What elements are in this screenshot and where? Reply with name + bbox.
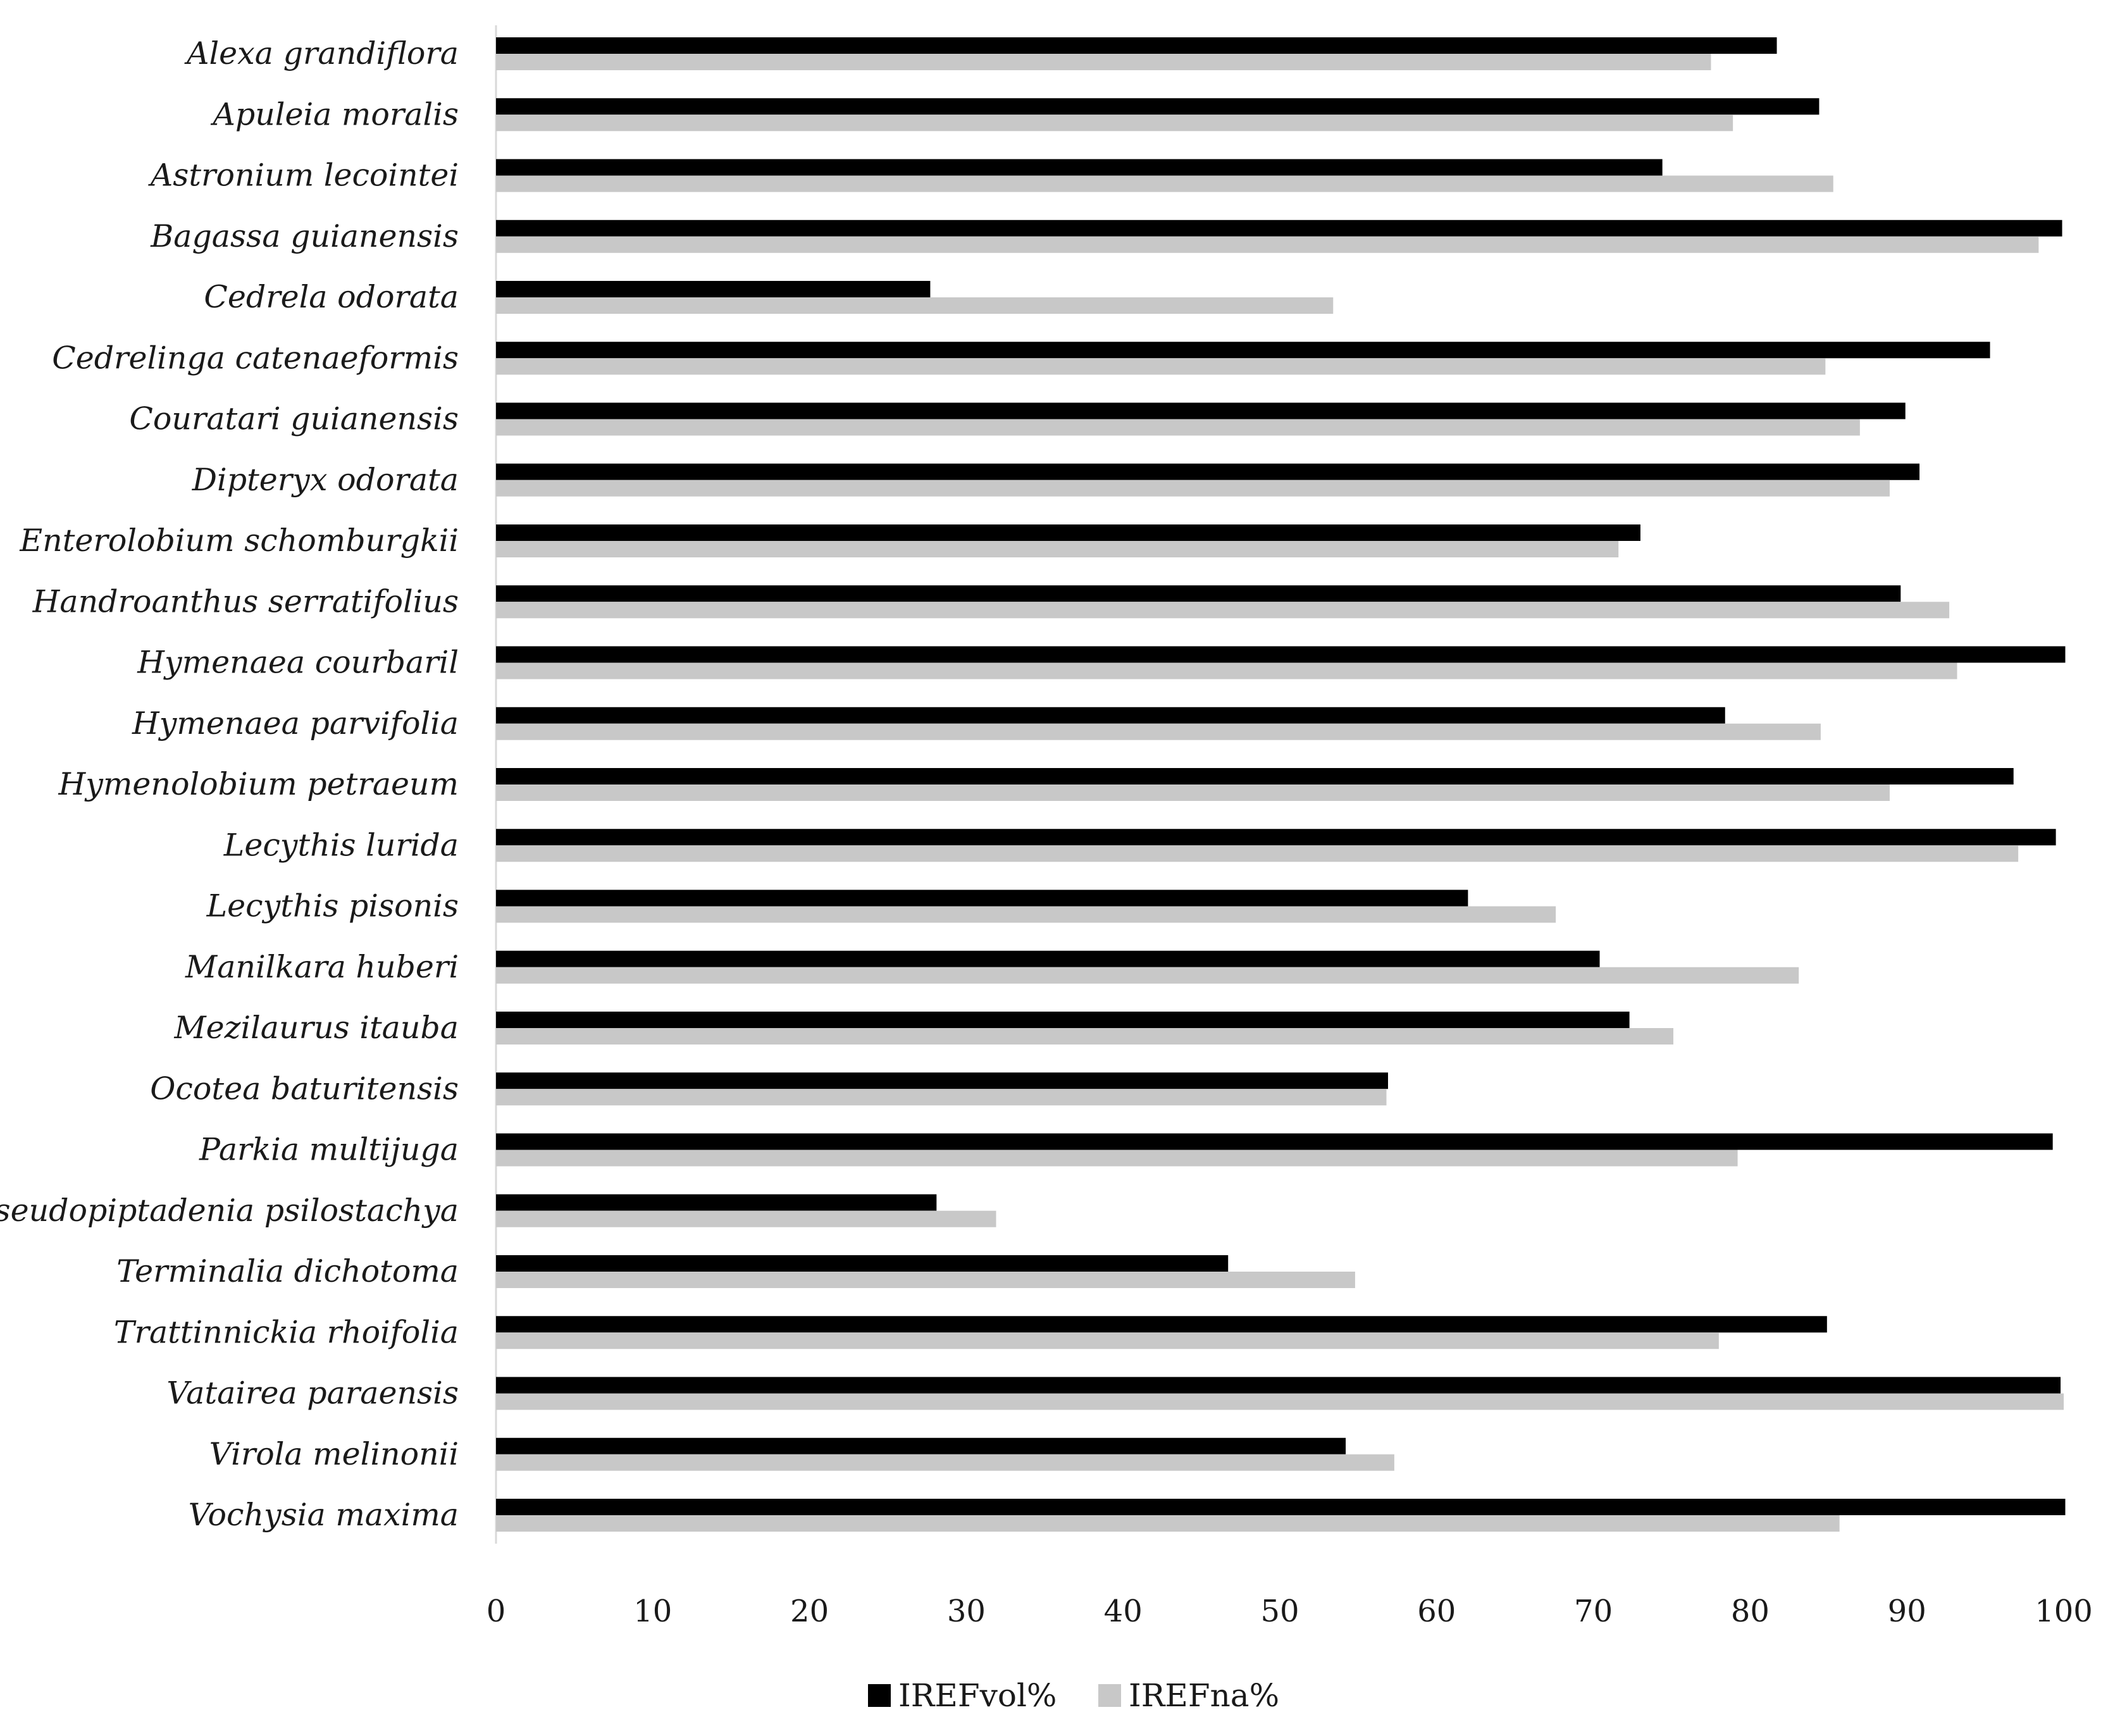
bar-irefvol	[496, 342, 1990, 359]
bar-irefvol	[496, 1316, 1827, 1333]
bar-irefvol	[496, 646, 2066, 663]
category-label: Ocotea baturitensis	[150, 1070, 459, 1107]
x-tick-label: 60	[1417, 1594, 1456, 1629]
category-label: Astronium lecointei	[148, 158, 459, 194]
bar-irefna	[496, 297, 1334, 314]
bar-irefna	[496, 602, 1950, 619]
x-tick-label: 70	[1574, 1594, 1613, 1629]
category-label: Hymenaea parvifolia	[132, 705, 459, 741]
bar-irefna	[496, 480, 1890, 497]
bar-irefna	[496, 1272, 1355, 1288]
bar-irefvol	[496, 890, 1468, 907]
category-label: Dipteryx odorata	[192, 462, 459, 498]
bar-irefvol	[496, 281, 931, 297]
category-label: Trattinnickia rhoifolia	[114, 1314, 459, 1350]
bar-irefvol	[496, 220, 2062, 237]
bar-irefvol	[496, 402, 1906, 419]
bar-irefna	[496, 784, 1890, 801]
bar-irefvol	[496, 1194, 937, 1211]
category-label: Vatairea paraensis	[166, 1375, 459, 1411]
category-label: Mezilaurus itauba	[173, 1010, 459, 1046]
bar-irefvol	[496, 1133, 2053, 1150]
bar-irefna	[496, 236, 2039, 253]
legend-swatch-irefvol	[868, 1684, 891, 1707]
category-labels: Alexa grandiflora Apuleia moralis Astroniu…	[0, 35, 459, 1533]
bar-irefvol	[496, 707, 1725, 724]
bar-irefna	[496, 1332, 1719, 1349]
x-tick-label: 0	[487, 1594, 506, 1629]
legend: IREFvol% IREFna%	[868, 1677, 1279, 1714]
x-tick-label: 50	[1260, 1594, 1299, 1629]
x-axis-tick-labels: 0 10 20 30 40 50 60 70 80 90 100	[487, 1594, 2093, 1629]
bar-irefvol	[496, 829, 2056, 846]
bar-irefvol	[496, 1072, 1388, 1089]
legend-label-irefvol: IREFvol%	[898, 1677, 1057, 1714]
category-label: Terminalia dichotoma	[116, 1253, 459, 1289]
x-tick-label: 10	[633, 1594, 672, 1629]
bar-irefna	[496, 1210, 996, 1227]
bar-irefna	[496, 967, 1799, 984]
bar-irefna	[496, 723, 1821, 740]
legend-label-irefna: IREFna%	[1129, 1677, 1279, 1714]
bar-irefna	[496, 845, 2019, 862]
bar-irefvol	[496, 768, 2014, 784]
bar-irefvol	[496, 37, 1777, 54]
category-label: Pseudopiptadenia psilostachya	[0, 1193, 459, 1229]
category-label: Lecythis pisonis	[206, 888, 459, 924]
bar-irefna	[496, 906, 1556, 923]
bar-irefvol	[496, 98, 1820, 115]
bar-irefna	[496, 1454, 1394, 1471]
category-label: Cedrela odorata	[204, 279, 459, 315]
category-label: Virola melinonii	[209, 1436, 459, 1472]
bar-irefna	[496, 1150, 1738, 1167]
category-label: Hymenolobium petraeum	[58, 766, 459, 802]
bar-irefna	[496, 662, 1957, 679]
category-label: Cedrelinga catenaeformis	[52, 340, 459, 376]
bar-irefna	[496, 419, 1860, 436]
plot-area: Alexa grandiflora Apuleia moralis Astroniu…	[0, 25, 2093, 1629]
category-label: Alexa grandiflora	[184, 35, 459, 71]
bar-irefna	[496, 175, 1833, 192]
legend-swatch-irefna	[1098, 1684, 1121, 1707]
x-tick-label: 40	[1104, 1594, 1143, 1629]
bar-irefna	[496, 541, 1619, 557]
bar-irefna	[496, 358, 1826, 375]
x-tick-label: 90	[1888, 1594, 1926, 1629]
category-label: Hymenaea courbaril	[137, 645, 459, 681]
bar-irefvol	[496, 585, 1901, 602]
category-label: Lecythis lurida	[223, 827, 459, 863]
x-tick-label: 100	[2035, 1594, 2093, 1629]
bar-irefna	[496, 1393, 2064, 1410]
category-label: Bagassa guianensis	[150, 218, 459, 254]
category-label: Apuleia moralis	[210, 96, 459, 132]
x-tick-label: 30	[947, 1594, 986, 1629]
x-tick-label: 80	[1731, 1594, 1770, 1629]
bar-irefvol	[496, 950, 1600, 967]
bar-irefna	[496, 54, 1711, 70]
bar-irefvol	[496, 1437, 1346, 1454]
bar-irefvol	[496, 524, 1640, 541]
category-label: Manilkara huberi	[185, 949, 459, 985]
bars-group	[496, 37, 2066, 1532]
bar-irefna	[496, 1515, 1840, 1532]
bar-irefvol	[496, 1255, 1229, 1272]
category-label: Enterolobium schomburgkii	[19, 523, 459, 559]
bar-irefna	[496, 1089, 1387, 1106]
category-label: Couratari guianensis	[129, 401, 459, 437]
bar-irefvol	[496, 1377, 2061, 1394]
x-tick-label: 20	[790, 1594, 829, 1629]
category-label: Parkia multijuga	[199, 1132, 459, 1168]
bar-irefvol	[496, 159, 1663, 176]
bar-irefvol	[496, 463, 1920, 480]
bar-irefvol	[496, 1499, 2066, 1515]
bar-irefna	[496, 1028, 1673, 1045]
bar-irefvol	[496, 1012, 1630, 1028]
bar-irefna	[496, 115, 1733, 132]
category-label: Handroanthus serratifolius	[32, 583, 459, 619]
category-label: Vochysia maxima	[189, 1497, 459, 1533]
